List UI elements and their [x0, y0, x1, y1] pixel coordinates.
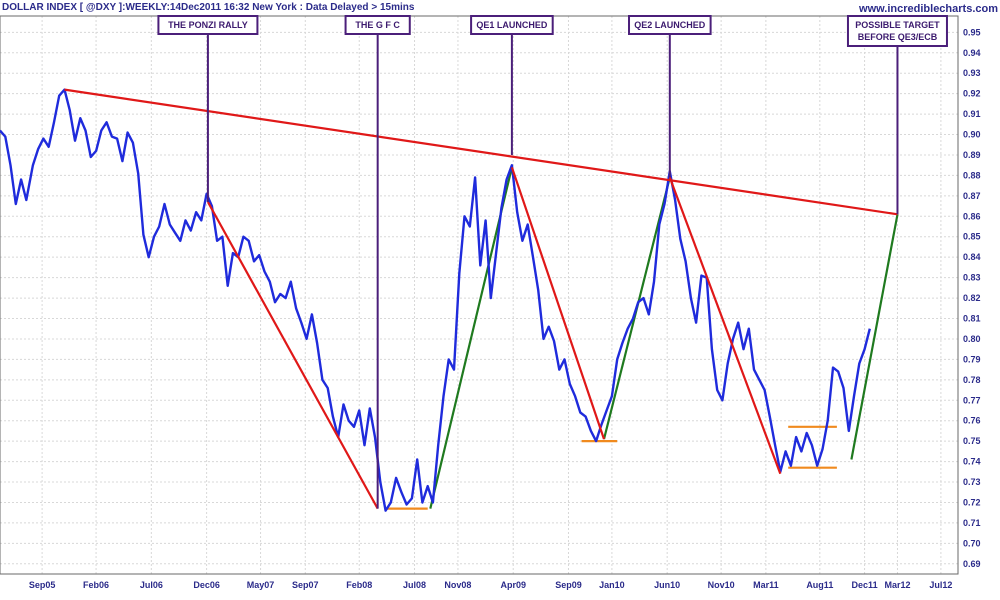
x-tick-label: Mar12	[884, 580, 910, 590]
x-tick-label: Dec11	[852, 580, 878, 590]
y-tick-label: 0.92	[963, 89, 981, 99]
y-tick-label: 0.89	[963, 150, 981, 160]
y-tick-label: 0.82	[963, 293, 981, 303]
y-tick-label: 0.73	[963, 477, 981, 487]
y-tick-label: 0.87	[963, 191, 981, 201]
annotation-label: POSSIBLE TARGET	[855, 20, 940, 30]
annotation-label: THE G F C	[355, 20, 400, 30]
y-tick-label: 0.70	[963, 538, 981, 548]
y-tick-label: 0.71	[963, 518, 981, 528]
x-tick-label: Mar11	[753, 580, 779, 590]
x-axis: Sep05 Feb06 Jul06 Dec06 May07 Sep07 Feb08 Jul08…	[29, 580, 953, 590]
y-tick-label: 0.83	[963, 273, 981, 283]
y-tick-label: 0.76	[963, 416, 981, 426]
y-tick-label: 0.74	[963, 457, 981, 467]
trendline-down	[206, 201, 379, 510]
x-tick-label: Feb06	[83, 580, 109, 590]
y-tick-label: 0.77	[963, 395, 981, 405]
x-tick-label: Sep05	[29, 580, 56, 590]
y-tick-label: 0.81	[963, 314, 981, 324]
annotation-box	[344, 15, 411, 35]
chart-title: DOLLAR INDEX [ @DXY ]:WEEKLY:14Dec2011 1…	[2, 2, 415, 13]
annotation-label: QE2 LAUNCHED	[634, 20, 706, 30]
x-tick-label: May07	[247, 580, 275, 590]
annotation-box	[470, 15, 554, 35]
annotations: THE PONZI RALLY THE G F C QE1 LAUNCHED QE2 …	[157, 15, 948, 509]
annotation-label: BEFORE QE3/ECB	[858, 32, 938, 42]
y-tick-label: 0.91	[963, 109, 981, 119]
y-tick-label: 0.88	[963, 170, 981, 180]
trendline-down	[668, 177, 782, 475]
x-tick-label: Dec06	[193, 580, 220, 590]
x-tick-label: Jul06	[140, 580, 163, 590]
x-tick-label: Jul12	[929, 580, 952, 590]
x-tick-label: Feb08	[346, 580, 372, 590]
y-tick-label: 0.94	[963, 48, 981, 58]
annotation-label: QE1 LAUNCHED	[476, 20, 548, 30]
y-tick-label: 0.69	[963, 559, 981, 569]
trendline-down	[64, 88, 898, 216]
annotation-box	[157, 15, 259, 35]
plot-lines	[0, 88, 899, 512]
annotation-box	[628, 15, 712, 35]
trendline-down	[510, 166, 606, 440]
y-tick-label: 0.93	[963, 68, 981, 78]
x-tick-label: Aug11	[806, 580, 833, 590]
y-tick-label: 0.79	[963, 354, 981, 364]
x-tick-label: Jul08	[403, 580, 426, 590]
x-tick-label: Apr09	[500, 580, 526, 590]
x-tick-label: Nov10	[708, 580, 735, 590]
y-tick-label: 0.90	[963, 130, 981, 140]
y-tick-label: 0.86	[963, 211, 981, 221]
y-tick-label: 0.72	[963, 497, 981, 507]
y-tick-label: 0.85	[963, 232, 981, 242]
watermark: www.incrediblecharts.com	[858, 3, 998, 15]
y-tick-label: 0.78	[963, 375, 981, 385]
y-tick-label: 0.95	[963, 27, 981, 37]
x-tick-label: Sep09	[555, 580, 582, 590]
x-tick-label: Jun10	[654, 580, 680, 590]
price-series-line	[0, 88, 871, 512]
annotation-box	[846, 15, 948, 47]
y-tick-label: 0.84	[963, 252, 981, 262]
y-tick-label: 0.80	[963, 334, 981, 344]
x-tick-label: Sep07	[292, 580, 319, 590]
x-tick-label: Jan10	[599, 580, 625, 590]
x-tick-label: Nov08	[444, 580, 471, 590]
y-tick-label: 0.75	[963, 436, 981, 446]
y-axis: 0.95 0.94 0.93 0.92 0.91 0.90 0.89 0.88 0.87 0.86…	[963, 27, 981, 568]
annotation-label: THE PONZI RALLY	[168, 20, 248, 30]
trendline-up	[850, 214, 899, 460]
